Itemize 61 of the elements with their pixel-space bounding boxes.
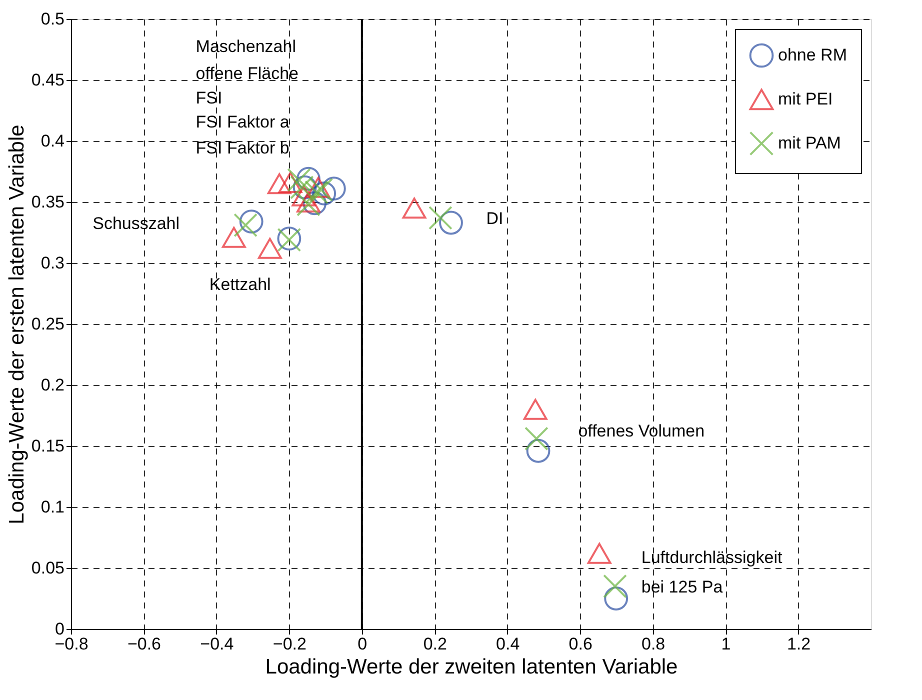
legend-label: ohne RM (778, 46, 847, 64)
x-tick-label: 0 (358, 634, 368, 654)
point (402, 198, 426, 219)
x-tick-label: −0.2 (272, 634, 306, 654)
y-tick-label: 0.2 (40, 376, 64, 394)
y-tick-label: 0.35 (31, 192, 64, 212)
point (322, 176, 346, 201)
point (526, 438, 550, 463)
annotation: offenes Volumen (578, 421, 705, 440)
point (278, 172, 302, 193)
x-tick-label: 0.4 (496, 634, 520, 654)
point (258, 238, 282, 259)
legend-label: mit PAM (778, 134, 841, 152)
annotation: FSI Faktor a (196, 112, 290, 132)
point (267, 173, 292, 194)
annotation: offene Fläche (196, 64, 299, 83)
point (302, 191, 327, 216)
point (287, 168, 311, 192)
point (239, 210, 264, 234)
y-tick-label: 0.15 (31, 436, 64, 456)
legend-label: mit PEI (778, 90, 833, 108)
point (222, 226, 246, 248)
x-tick-label: 1 (721, 634, 731, 654)
y-tick-label: 0.5 (40, 10, 64, 28)
point (603, 574, 627, 598)
point (523, 398, 548, 420)
point (296, 192, 320, 216)
annotation: Schusszahl (92, 214, 180, 233)
annotation: FSI Faktor b (196, 138, 290, 158)
point (292, 185, 316, 206)
x-tick-label: −0.6 (127, 634, 162, 654)
annotation: DI (486, 209, 504, 228)
x-tick-label: 0.2 (423, 634, 447, 654)
y-axis-title: Loading-Werte der ersten latenten Variable (5, 124, 28, 524)
point (587, 542, 612, 564)
y-tick-label: 0.45 (31, 70, 64, 90)
x-tick-label: 0.8 (642, 634, 666, 654)
point (428, 206, 452, 230)
point (439, 210, 463, 235)
annotation: FSI (196, 88, 222, 108)
annotation: Maschenzahl (196, 37, 296, 56)
point (312, 182, 336, 206)
x-tick-label: −0.4 (200, 634, 234, 654)
y-tick-label: 0.25 (31, 314, 64, 334)
x-tick-label: 1.2 (786, 634, 811, 654)
point (306, 176, 330, 198)
annotation: Kettzahl (209, 274, 271, 294)
annotation: Luftdurchlässigkeit (641, 548, 782, 568)
point (604, 586, 628, 610)
annotation: bei 125 Pa (641, 578, 724, 597)
point (234, 213, 258, 238)
point (524, 426, 548, 451)
y-tick-label: 0.1 (40, 498, 64, 516)
x-axis-title: Loading-Werte der zweiten latenten Variable (265, 656, 678, 678)
y-tick-label: 0.05 (31, 558, 64, 578)
x-tick-label: 0.6 (568, 634, 592, 654)
y-tick-label: 0.3 (40, 254, 64, 272)
point (296, 166, 320, 191)
point (296, 192, 320, 212)
point (304, 180, 328, 204)
y-tick-label: 0.4 (40, 132, 64, 150)
